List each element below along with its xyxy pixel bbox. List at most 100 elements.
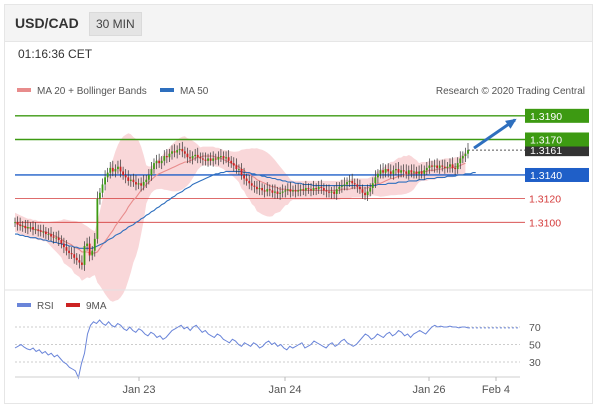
candle-body <box>431 165 433 167</box>
candle-body <box>243 174 245 179</box>
level-tag-top-1.3170 <box>525 132 589 147</box>
candle-body <box>446 166 449 168</box>
candle-body <box>191 156 194 159</box>
candle-body <box>451 164 454 168</box>
candle-body <box>317 186 320 190</box>
timestamp: 01:16:36 CET <box>18 47 93 61</box>
candle-body <box>232 163 235 166</box>
candle-body <box>93 238 96 251</box>
candle-body <box>29 227 32 228</box>
candle-body <box>263 190 266 192</box>
candle-body <box>124 174 127 178</box>
candle-body <box>397 169 400 173</box>
candle-body <box>343 184 346 186</box>
rsi-line <box>14 319 469 380</box>
candle-body <box>320 186 323 188</box>
candle-body <box>364 192 366 196</box>
candle-body <box>312 188 315 191</box>
candle-body <box>127 177 130 181</box>
candle-body <box>163 156 166 161</box>
candle-body <box>165 156 168 158</box>
candle-body <box>304 188 307 191</box>
candle-body <box>346 182 348 185</box>
candle-body <box>114 169 117 172</box>
candle-body <box>377 173 379 178</box>
x-tick-label: Jan 26 <box>412 384 445 396</box>
candle-body <box>464 153 467 157</box>
candle-body <box>181 148 184 152</box>
candle-body <box>325 190 328 192</box>
candle-body <box>186 153 189 158</box>
candle-body <box>299 189 302 191</box>
rsi-legend-label: RSI <box>37 301 54 312</box>
candle-body <box>220 156 222 158</box>
candle-body <box>196 154 199 158</box>
candle-body <box>57 237 60 241</box>
candle-body <box>371 183 374 188</box>
candle-body <box>153 163 155 170</box>
candle-body <box>212 158 215 161</box>
candle-body <box>16 222 19 225</box>
candle-body <box>34 229 37 231</box>
candle-body <box>425 167 428 171</box>
candle-body <box>245 178 248 181</box>
candle-body <box>338 186 341 190</box>
candle-body <box>55 237 58 239</box>
candle-body <box>467 150 469 154</box>
candle-body <box>129 179 132 181</box>
candle-body <box>96 198 99 239</box>
candle-body <box>433 165 436 167</box>
candle-body <box>438 165 441 168</box>
candle-body <box>225 157 227 159</box>
candle-body <box>358 186 361 190</box>
candle-body <box>289 189 292 192</box>
candle-body <box>420 171 423 174</box>
candle-body <box>37 229 40 231</box>
candle-body <box>91 250 94 256</box>
candle-body <box>21 225 24 227</box>
candle-body <box>274 191 276 193</box>
candle-body <box>369 188 372 192</box>
candle-body <box>132 179 135 183</box>
candle-body <box>382 170 384 173</box>
candle-body <box>340 185 343 187</box>
candle-body <box>253 185 256 187</box>
level-labels: 1.31901.31701.31401.31201.31001.31611.31… <box>525 108 589 229</box>
candle-body <box>348 180 351 183</box>
ma20-legend-label: MA 20 + Bollinger Bands <box>37 86 147 97</box>
candle-body <box>178 148 181 151</box>
ma20-legend-swatch <box>17 88 31 92</box>
candle-body <box>279 192 282 194</box>
candle-body <box>379 170 382 174</box>
candle-body <box>400 170 402 173</box>
candle-body <box>415 171 418 174</box>
x-axis: Jan 23 Jan 24 Jan 26 Feb 4 <box>122 377 510 396</box>
candle-body <box>63 243 65 248</box>
bollinger-band-area <box>15 133 466 302</box>
x-tick-label: Jan 24 <box>268 384 301 396</box>
candle-body <box>292 190 294 192</box>
candle-body <box>230 160 233 164</box>
candle-body <box>183 151 186 154</box>
forecast-arrow <box>473 118 517 150</box>
candle-body <box>209 158 212 161</box>
candle-body <box>268 189 271 191</box>
candle-body <box>353 183 356 185</box>
candle-body <box>307 188 310 190</box>
candle-body <box>258 188 261 190</box>
rsi-legend-swatch <box>17 303 31 307</box>
candle-body <box>99 192 101 199</box>
x-tick-label: Jan 23 <box>122 384 155 396</box>
candle-body <box>286 189 289 191</box>
candle-body <box>189 157 191 159</box>
candle-body <box>101 184 104 193</box>
candle-body <box>75 257 78 261</box>
rsi-tick-label: 50 <box>529 340 541 352</box>
candle-body <box>122 171 125 175</box>
candle-body <box>199 157 202 159</box>
rsi-tick-label: 70 <box>529 322 541 334</box>
candle-body <box>173 151 176 153</box>
timeframe-button[interactable]: 30 MIN <box>89 12 142 36</box>
candle-body <box>294 190 297 192</box>
ma9-legend-label: 9MA <box>86 301 107 312</box>
